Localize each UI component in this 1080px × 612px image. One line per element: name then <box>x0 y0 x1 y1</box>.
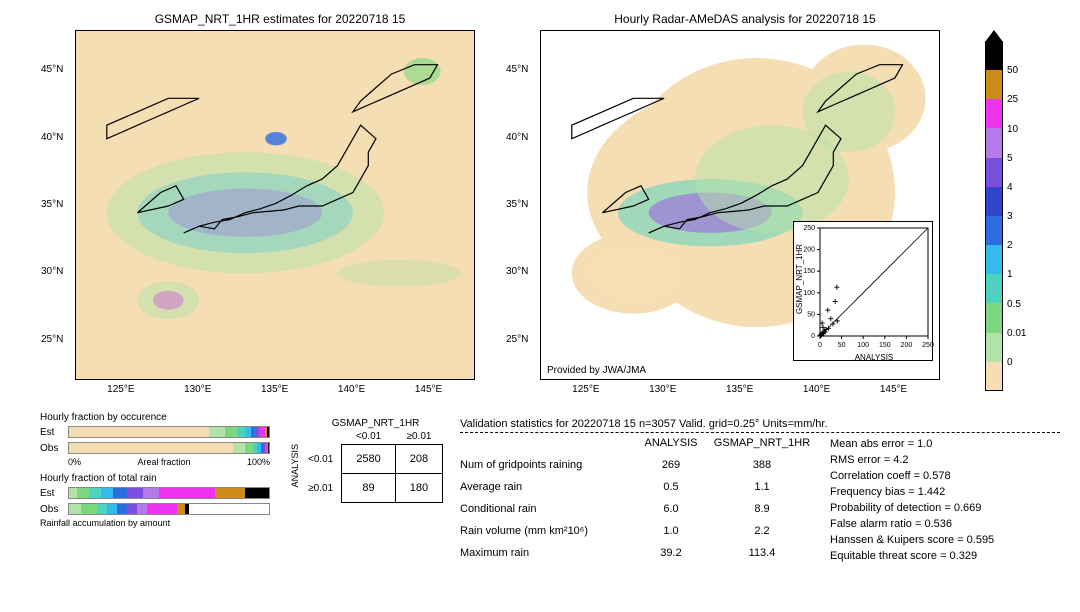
ctable-row-title: ANALYSIS <box>290 444 300 487</box>
svg-text:250: 250 <box>803 225 815 232</box>
svg-text:150: 150 <box>803 268 815 275</box>
svg-text:250: 250 <box>922 342 934 349</box>
svg-text:200: 200 <box>901 342 913 349</box>
svg-text:100: 100 <box>857 342 869 349</box>
svg-text:0: 0 <box>811 333 815 340</box>
right-map-title: Hourly Radar-AMeDAS analysis for 2022071… <box>540 12 950 26</box>
left-map-panel <box>75 30 475 380</box>
colorbar: 502510543210.50.010 <box>985 30 1003 391</box>
svg-text:50: 50 <box>838 342 846 349</box>
bar-row: Est <box>40 486 270 500</box>
svg-text:150: 150 <box>879 342 891 349</box>
scatter-inset: 00 50 50 100 100 150 150 200 200 250 250 ANALYSIS GS… <box>793 221 933 361</box>
svg-text:0: 0 <box>818 342 822 349</box>
ctable-col-title: GSMAP_NRT_1HR <box>308 418 443 429</box>
occ-xlabel-left: 0% <box>68 457 81 467</box>
right-map-panel: Provided by JWA/JMA 00 50 50 100 100 150 150 20… <box>540 30 940 380</box>
occ-xlabel-mid: Areal fraction <box>137 457 190 467</box>
bar-row: Obs <box>40 441 270 455</box>
bar-row: Obs <box>40 502 270 516</box>
contingency-table: <0.01≥0.01 <0.012580208 ≥0.0189180 <box>300 429 443 503</box>
bar-row: Est <box>40 425 270 439</box>
provenance-text: Provided by JWA/JMA <box>547 365 646 376</box>
svg-text:ANALYSIS: ANALYSIS <box>855 353 894 362</box>
occ-xlabel-right: 100% <box>247 457 270 467</box>
left-map-title: GSMAP_NRT_1HR estimates for 20220718 15 <box>75 12 485 26</box>
svg-text:50: 50 <box>807 311 815 318</box>
rain-bars-title: Hourly fraction of total rain <box>40 473 270 484</box>
occurrence-title: Hourly fraction by occurence <box>40 412 270 423</box>
validation-metrics: Mean abs error = 1.0RMS error = 4.2Corre… <box>830 437 994 565</box>
svg-text:100: 100 <box>803 290 815 297</box>
validation-grid: ANALYSISGSMAP_NRT_1HRNum of gridpoints r… <box>460 437 812 565</box>
validation-title: Validation statistics for 20220718 15 n=… <box>460 418 1060 433</box>
svg-text:GSMAP_NRT_1HR: GSMAP_NRT_1HR <box>795 244 804 314</box>
svg-text:200: 200 <box>803 247 815 254</box>
rain-bars-subtitle: Rainfall accumulation by amount <box>40 518 270 528</box>
